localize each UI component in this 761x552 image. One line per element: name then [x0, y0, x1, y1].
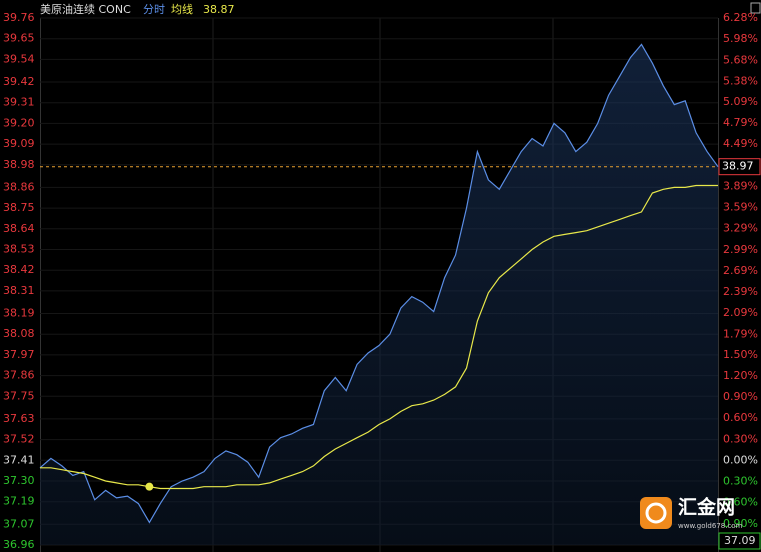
y-tick-label: 37.63	[3, 412, 35, 425]
y2-tick-label: 3.29%	[723, 222, 758, 235]
y2-tick-label: 2.99%	[723, 243, 758, 256]
y2-tick-label: 0.30%	[723, 475, 758, 488]
y-tick-label: 38.42	[3, 263, 35, 276]
last-price-box	[718, 158, 761, 176]
y2-tick-label: 6.28%	[723, 11, 758, 24]
y-tick-label: 38.98	[3, 158, 35, 171]
y2-tick-label: 0.90%	[723, 390, 758, 403]
y2-tick-label: 0.90%	[723, 517, 758, 530]
y-tick-label: 38.31	[3, 284, 35, 297]
watermark-name: 汇金网	[678, 496, 735, 519]
y2-tick-label: 1.20%	[723, 369, 758, 382]
y2-tick-label: 1.79%	[723, 327, 758, 340]
y2-tick-label: 0.00%	[723, 453, 758, 466]
y2-tick-label: 5.09%	[723, 95, 758, 108]
y-tick-label: 37.07	[3, 517, 35, 530]
y-tick-label: 39.54	[3, 52, 35, 65]
avg-marker	[145, 482, 154, 491]
chart-title: 美原油连续 CONC	[40, 2, 131, 16]
y-tick-label: 39.65	[3, 32, 35, 45]
y2-tick-label: 4.49%	[723, 137, 758, 150]
y-tick-label: 39.09	[3, 137, 35, 150]
y-tick-label: 38.19	[3, 306, 35, 319]
y2-tick-label: 2.69%	[723, 264, 758, 277]
last-price-label: 38.97	[722, 160, 754, 173]
y-tick-label: 37.52	[3, 433, 35, 446]
y-tick-label: 36.96	[3, 538, 35, 551]
y2-tick-label: 5.38%	[723, 74, 758, 87]
y-tick-label: 39.76	[3, 11, 35, 24]
y-tick-label: 37.86	[3, 369, 35, 382]
y-tick-label: 38.75	[3, 201, 35, 214]
y-tick-label: 38.08	[3, 327, 35, 340]
y-tick-label: 38.53	[3, 243, 35, 256]
marker-price-box	[718, 532, 761, 550]
y2-tick-label: 1.50%	[723, 348, 758, 361]
y-tick-label: 37.41	[3, 453, 35, 466]
y2-tick-label: 3.59%	[723, 201, 758, 214]
y2-tick-label: 0.30%	[723, 432, 758, 445]
price-area	[40, 44, 718, 546]
y-tick-label: 37.19	[3, 495, 35, 508]
y-tick-label: 37.30	[3, 474, 35, 487]
y-tick-label: 38.86	[3, 180, 35, 193]
legend-entry: 分时	[143, 3, 165, 16]
y-tick-label: 37.97	[3, 348, 35, 361]
y-tick-label: 38.64	[3, 222, 35, 235]
watermark-url: www.gold678.com	[678, 522, 743, 530]
y2-tick-label: 5.68%	[723, 53, 758, 66]
y2-tick-label: 4.79%	[723, 116, 758, 129]
y2-tick-label: 3.89%	[723, 179, 758, 192]
watermark: 汇金网 www.gold678.com	[640, 496, 743, 530]
y2-tick-label: 2.09%	[723, 306, 758, 319]
y2-tick-label: 0.60%	[723, 411, 758, 424]
y2-tick-label: 2.39%	[723, 285, 758, 298]
y2-tick-label: 5.98%	[723, 32, 758, 45]
y-tick-label: 39.31	[3, 96, 35, 109]
window-button[interactable]	[750, 2, 761, 14]
y-tick-label: 39.20	[3, 116, 35, 129]
y2-tick-label: 0.60%	[723, 496, 758, 509]
avg-value: 38.87	[203, 3, 235, 16]
y-tick-label: 37.75	[3, 389, 35, 402]
marker-price-label: 37.09	[724, 534, 756, 547]
legend-entry: 均线	[171, 2, 193, 16]
series-line	[39, 43, 719, 524]
y-tick-label: 39.42	[3, 75, 35, 88]
plot: 39.76 39.65 39.54 39.42 39.31 39.20 39.09 38.98…	[3, 11, 761, 551]
